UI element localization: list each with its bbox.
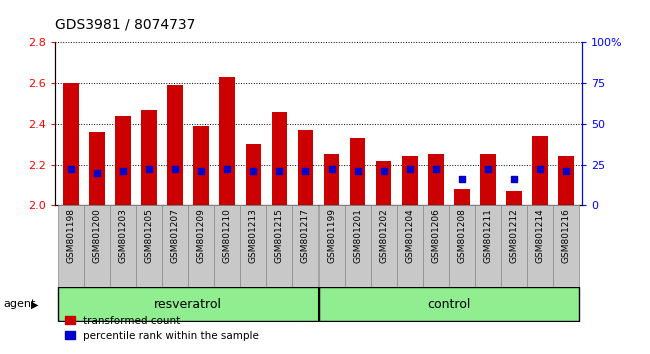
Bar bbox=[141, 110, 157, 205]
Point bbox=[170, 167, 180, 172]
Text: ▶: ▶ bbox=[31, 299, 39, 309]
Point bbox=[248, 168, 259, 174]
Point bbox=[430, 167, 441, 172]
Bar bbox=[344, 205, 370, 287]
Point bbox=[66, 167, 76, 172]
Bar bbox=[506, 191, 522, 205]
Point bbox=[535, 167, 545, 172]
Text: resveratrol: resveratrol bbox=[154, 298, 222, 311]
Bar bbox=[501, 205, 527, 287]
Point bbox=[274, 168, 285, 174]
Point bbox=[483, 167, 493, 172]
Text: GSM801203: GSM801203 bbox=[118, 208, 127, 263]
Point bbox=[457, 176, 467, 182]
Text: GSM801208: GSM801208 bbox=[458, 208, 466, 263]
Bar bbox=[376, 160, 391, 205]
Bar bbox=[63, 83, 79, 205]
Bar bbox=[448, 205, 475, 287]
Point bbox=[118, 168, 128, 174]
Point bbox=[378, 168, 389, 174]
Text: GSM801216: GSM801216 bbox=[562, 208, 571, 263]
Bar bbox=[115, 116, 131, 205]
Bar bbox=[422, 205, 448, 287]
Text: GDS3981 / 8074737: GDS3981 / 8074737 bbox=[55, 18, 196, 32]
Bar bbox=[532, 136, 548, 205]
Bar bbox=[480, 154, 496, 205]
Text: GSM801211: GSM801211 bbox=[484, 208, 493, 263]
Bar bbox=[110, 205, 136, 287]
Bar bbox=[318, 205, 344, 287]
Point bbox=[561, 168, 571, 174]
Point bbox=[509, 176, 519, 182]
Bar bbox=[58, 287, 318, 321]
Point bbox=[144, 167, 154, 172]
Text: GSM801204: GSM801204 bbox=[405, 208, 414, 263]
Text: agent: agent bbox=[3, 299, 36, 309]
Bar bbox=[558, 156, 574, 205]
Text: GSM801215: GSM801215 bbox=[275, 208, 284, 263]
Bar bbox=[240, 205, 266, 287]
Bar bbox=[292, 205, 318, 287]
Bar bbox=[396, 205, 422, 287]
Bar bbox=[318, 287, 579, 321]
Text: GSM801202: GSM801202 bbox=[379, 208, 388, 263]
Bar bbox=[298, 130, 313, 205]
Text: GSM801201: GSM801201 bbox=[353, 208, 362, 263]
Bar bbox=[136, 205, 162, 287]
Bar bbox=[402, 156, 417, 205]
Bar bbox=[553, 205, 579, 287]
Bar bbox=[370, 205, 396, 287]
Bar bbox=[266, 205, 292, 287]
Bar bbox=[475, 205, 501, 287]
Point bbox=[352, 168, 363, 174]
Bar bbox=[324, 154, 339, 205]
Bar bbox=[454, 189, 470, 205]
Text: GSM801217: GSM801217 bbox=[301, 208, 310, 263]
Bar bbox=[272, 112, 287, 205]
Point bbox=[196, 168, 207, 174]
Bar bbox=[220, 77, 235, 205]
Text: control: control bbox=[427, 298, 471, 311]
Text: GSM801207: GSM801207 bbox=[171, 208, 179, 263]
Text: GSM801205: GSM801205 bbox=[144, 208, 153, 263]
Bar bbox=[162, 205, 188, 287]
Point bbox=[404, 167, 415, 172]
Point bbox=[300, 168, 311, 174]
Text: GSM801200: GSM801200 bbox=[92, 208, 101, 263]
Bar bbox=[214, 205, 240, 287]
Bar bbox=[84, 205, 110, 287]
Bar bbox=[89, 132, 105, 205]
Text: GSM801209: GSM801209 bbox=[197, 208, 205, 263]
Text: GSM801214: GSM801214 bbox=[536, 208, 545, 263]
Legend: transformed count, percentile rank within the sample: transformed count, percentile rank withi… bbox=[60, 312, 263, 345]
Bar bbox=[246, 144, 261, 205]
Text: GSM801199: GSM801199 bbox=[327, 208, 336, 263]
Point bbox=[92, 170, 102, 176]
Bar bbox=[188, 205, 215, 287]
Point bbox=[222, 167, 233, 172]
Text: GSM801206: GSM801206 bbox=[432, 208, 440, 263]
Bar bbox=[58, 205, 84, 287]
Bar bbox=[194, 126, 209, 205]
Bar bbox=[527, 205, 553, 287]
Bar bbox=[350, 138, 365, 205]
Text: GSM801212: GSM801212 bbox=[510, 208, 519, 263]
Text: GSM801198: GSM801198 bbox=[66, 208, 75, 263]
Text: GSM801213: GSM801213 bbox=[249, 208, 258, 263]
Text: GSM801210: GSM801210 bbox=[223, 208, 232, 263]
Bar bbox=[428, 154, 443, 205]
Point bbox=[326, 167, 337, 172]
Bar bbox=[167, 85, 183, 205]
